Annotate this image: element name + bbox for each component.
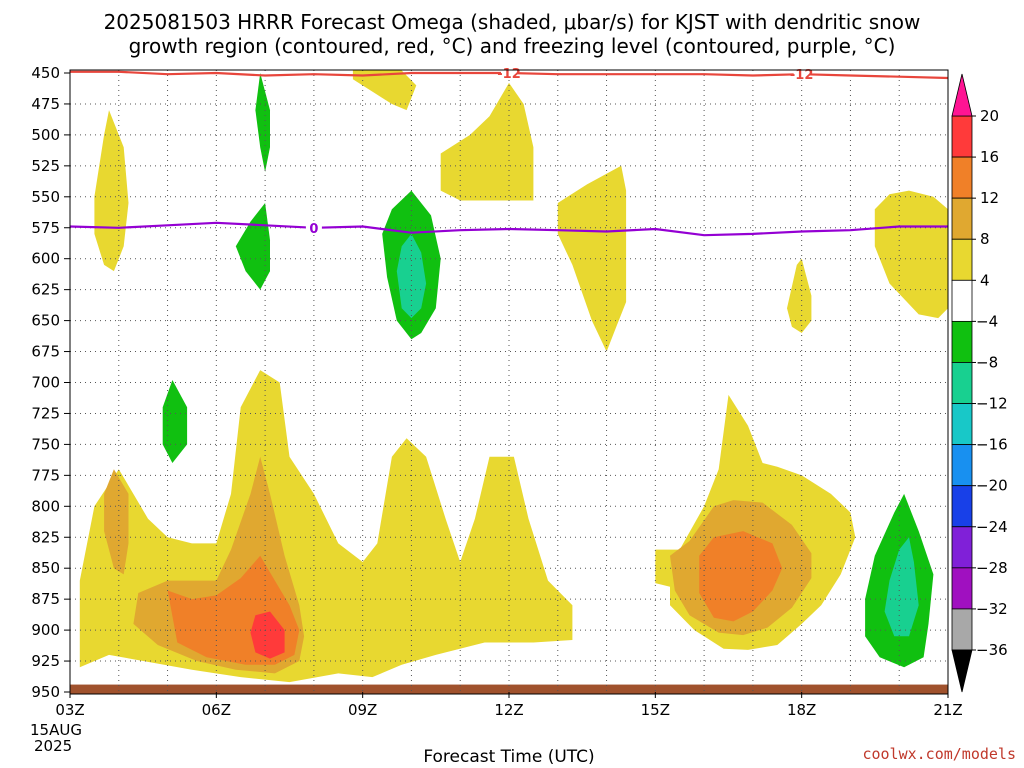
- x-tick-label: 21Z: [933, 701, 962, 719]
- omega-region-9: [352, 70, 417, 111]
- colorbar-label: 4: [980, 271, 990, 289]
- chart-title-line-2: growth region (contoured, red, °C) and f…: [129, 34, 896, 58]
- x-tick-label: 03Z: [55, 701, 84, 719]
- y-tick-label: 800: [31, 497, 60, 515]
- colorbar-segment: [951, 567, 973, 610]
- dgz-line-label-bg: [501, 66, 517, 79]
- y-tick-label: 950: [31, 683, 60, 701]
- colorbar-label: −36: [976, 641, 1008, 659]
- colorbar-label: −28: [976, 559, 1008, 577]
- colorbar-segment: [951, 156, 973, 199]
- omega-region-18: [162, 380, 188, 463]
- colorbar-segment: [951, 279, 973, 322]
- colorbar-label: −16: [976, 436, 1008, 454]
- colorbar-label: −12: [976, 395, 1008, 413]
- colorbar-label: 20: [980, 107, 999, 125]
- colorbar-segment: [951, 526, 973, 569]
- omega-region-20: [884, 537, 919, 637]
- y-tick-label: 525: [31, 157, 60, 175]
- ground-surface: [70, 684, 948, 694]
- y-axis: 450 475 500 525 550 575 600 625 650 675 700 725 750 7…: [31, 64, 70, 701]
- omega-region-3: [250, 611, 285, 659]
- y-tick-label: 725: [31, 404, 60, 422]
- omega-region-13: [874, 190, 948, 319]
- colorbar-segment: [951, 362, 973, 404]
- colorbar-label: 16: [980, 148, 999, 166]
- y-tick-label: 550: [31, 188, 60, 206]
- freezing-level-line-label: 0: [309, 222, 318, 237]
- x-tick-label: 06Z: [202, 701, 231, 719]
- colorbar-segment: [951, 444, 973, 487]
- omega-region-7: [699, 531, 783, 622]
- y-tick-label: 750: [31, 435, 60, 453]
- omega-region-14: [255, 73, 270, 172]
- freezing-level-line: [69, 221, 948, 237]
- freezing-level-line-label-bg: [305, 220, 322, 234]
- y-tick-label: 875: [31, 590, 60, 608]
- x-tick-label: 15Z: [641, 701, 670, 719]
- colorbar-label: −20: [976, 477, 1008, 495]
- colorbar-segment: [951, 197, 973, 240]
- colorbar-label: −24: [976, 518, 1008, 536]
- colorbar-segment: [951, 485, 973, 528]
- date-label-day: 15AUG: [30, 721, 82, 739]
- x-axis-label: Forecast Time (UTC): [423, 747, 594, 767]
- credit-label: coolwx.com/models: [862, 745, 1016, 763]
- colorbar-bottom-arrow: [951, 649, 973, 693]
- omega-region-12: [787, 258, 812, 333]
- date-label-year: 2025: [34, 737, 72, 755]
- dgz-line-label: -12: [790, 68, 814, 83]
- colorbar-label: 8: [980, 230, 990, 248]
- y-tick-label: 650: [31, 312, 60, 330]
- x-tick-label: 09Z: [348, 701, 377, 719]
- colorbar-label: −4: [976, 312, 998, 330]
- x-axis: 03Z 06Z 09Z 12Z 15Z 18Z 21Z: [55, 692, 963, 719]
- y-tick-label: 500: [31, 126, 60, 144]
- omega-region-4: [104, 469, 129, 575]
- contour-lines-layer: 0 -12 -12: [69, 66, 949, 237]
- y-tick-label: 675: [31, 343, 60, 361]
- y-tick-label: 700: [31, 374, 60, 392]
- x-tick-label: 12Z: [494, 701, 523, 719]
- ground-layer: [70, 684, 948, 694]
- grid-layer: [70, 70, 948, 692]
- colorbar-segment: [951, 238, 973, 281]
- y-tick-label: 625: [31, 281, 60, 299]
- y-tick-label: 600: [31, 250, 60, 268]
- colorbar-top-arrow: [951, 73, 973, 117]
- colorbar-segment: [951, 115, 973, 158]
- y-tick-label: 575: [31, 219, 60, 237]
- colorbar: 20 16 12 8 4 −4 −8 −12 −16 −20 −24 −28 −32 −36: [951, 73, 1008, 693]
- y-tick-label: 450: [31, 64, 60, 82]
- omega-region-11: [557, 165, 627, 352]
- colorbar-segment: [951, 320, 973, 363]
- y-tick-label: 775: [31, 466, 60, 484]
- dgz-line-label: -12: [497, 67, 521, 82]
- omega-region-10: [440, 82, 534, 201]
- colorbar-label: −8: [976, 353, 998, 371]
- omega-shading-layer: [79, 70, 948, 683]
- y-tick-label: 925: [31, 652, 60, 670]
- colorbar-segment: [951, 608, 973, 651]
- colorbar-label: −32: [976, 600, 1008, 618]
- y-tick-label: 850: [31, 559, 60, 577]
- x-tick-label: 18Z: [787, 701, 816, 719]
- colorbar-segment: [951, 403, 973, 446]
- omega-region-8: [94, 110, 129, 272]
- y-tick-label: 900: [31, 621, 60, 639]
- y-tick-label: 825: [31, 528, 60, 546]
- chart-title-line-1: 2025081503 HRRR Forecast Omega (shaded, …: [104, 10, 921, 34]
- colorbar-label: 12: [980, 189, 999, 207]
- y-tick-label: 475: [31, 95, 60, 113]
